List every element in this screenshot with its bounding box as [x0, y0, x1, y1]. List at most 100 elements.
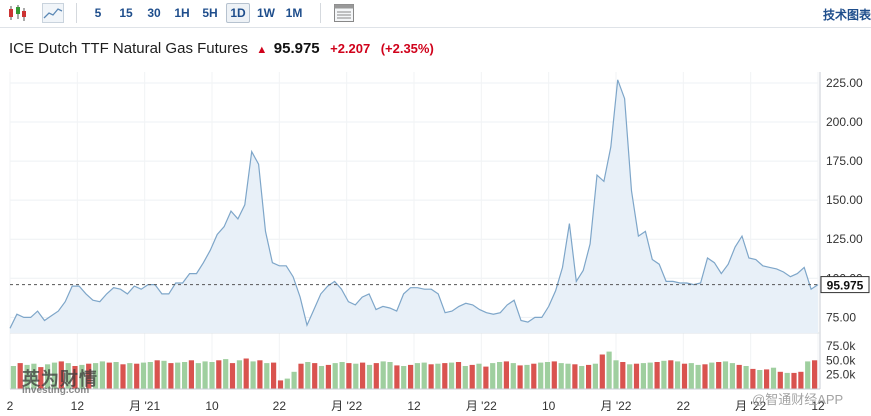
volume-bar — [229, 363, 236, 389]
x-tick-label: 月 '22 — [331, 399, 362, 413]
price-change: +2.207 — [330, 41, 371, 56]
volume-bar — [353, 363, 359, 389]
volume-bar — [791, 372, 797, 389]
volume-bar — [223, 359, 229, 389]
volume-bar — [462, 366, 468, 389]
volume-bar — [216, 360, 222, 390]
volume-bar — [24, 364, 30, 390]
volume-tick-label: 50.0k — [826, 353, 856, 367]
x-tick-label: 12 — [811, 399, 825, 413]
volume-bar — [770, 367, 777, 389]
volume-bar — [31, 363, 37, 389]
volume-bar — [147, 362, 153, 389]
volume-bar — [277, 380, 284, 389]
volume-bar — [161, 360, 167, 389]
volume-bar — [154, 360, 160, 390]
x-tick-label: 月 '22 — [601, 399, 632, 413]
current-price-tag — [820, 276, 870, 294]
volume-bar — [524, 364, 530, 390]
timeframe-1m[interactable]: 1M — [285, 6, 303, 20]
y-tick-label: 175.00 — [826, 154, 863, 168]
volume-bar — [544, 362, 551, 389]
volume-bar — [79, 364, 85, 390]
volume-bar — [627, 364, 633, 389]
timeframe-1w[interactable]: 1W — [257, 6, 275, 20]
volume-bar — [243, 358, 249, 389]
timeframe-5[interactable]: 5 — [94, 6, 102, 20]
volume-bar — [805, 361, 811, 389]
volume-tick-label: 25.0k — [826, 368, 856, 382]
timeframe-15[interactable]: 15 — [119, 6, 133, 20]
volume-bar — [414, 363, 420, 389]
layout-icon[interactable] — [333, 3, 355, 23]
volume-bar — [10, 366, 16, 389]
volume-bar — [209, 362, 215, 389]
volume-bar — [339, 362, 345, 389]
volume-bar — [729, 363, 735, 389]
volume-bar — [17, 363, 23, 389]
volume-bar — [332, 363, 338, 389]
volume-bar — [58, 361, 64, 389]
volume-bar — [360, 362, 366, 389]
volume-bar — [366, 364, 373, 390]
volume-bar — [551, 361, 557, 389]
volume-bar — [72, 366, 78, 389]
volume-bar — [394, 365, 400, 389]
volume-bar — [257, 360, 263, 390]
volume-bar — [387, 362, 393, 389]
volume-bar — [236, 360, 242, 390]
volume-bar — [298, 363, 304, 389]
volume-bar — [140, 362, 147, 389]
volume-bar — [86, 363, 92, 389]
volume-bar — [455, 362, 462, 389]
volume-bar — [675, 361, 681, 389]
volume-bar — [120, 364, 126, 389]
volume-bar — [346, 363, 352, 389]
volume-bar — [202, 361, 208, 389]
x-tick-label: 月 '22 — [735, 399, 766, 413]
volume-bar — [702, 364, 708, 389]
volume-bar — [736, 364, 742, 390]
timeframe-1h[interactable]: 1H — [174, 6, 190, 20]
candlestick-icon[interactable] — [5, 3, 27, 23]
timeframe-30[interactable]: 30 — [147, 6, 161, 20]
volume-bar — [722, 361, 729, 389]
volume-bar — [168, 363, 174, 389]
y-tick-label: 75.00 — [826, 310, 856, 324]
volume-bar — [113, 362, 119, 389]
volume-bar — [647, 362, 653, 389]
volume-bar — [558, 363, 564, 389]
volume-bar — [661, 360, 667, 389]
timeframe-5h[interactable]: 5H — [202, 6, 218, 20]
volume-bar — [284, 378, 290, 389]
price-area — [10, 79, 818, 333]
volume-bar — [503, 361, 509, 389]
price-chart[interactable]: 225.00200.00175.00150.00125.00100.0075.0… — [0, 68, 871, 416]
volume-bar — [182, 362, 188, 389]
volume-bar — [325, 364, 331, 390]
volume-bar — [93, 363, 99, 389]
timeframe-1d[interactable]: 1D — [226, 3, 250, 23]
x-tick-label: 月 '22 — [466, 399, 497, 413]
volume-bar — [633, 363, 640, 389]
volume-bar — [599, 354, 605, 389]
volume-bar — [291, 371, 297, 390]
price-change-percent: (+2.35%) — [380, 41, 434, 56]
volume-bar — [195, 363, 201, 389]
volume-bar — [709, 362, 715, 389]
toolbar-separator — [320, 3, 321, 23]
volume-bar — [497, 362, 503, 389]
volume-bar — [784, 372, 790, 389]
volume-bar — [750, 368, 756, 389]
volume-bar — [812, 360, 818, 390]
volume-bar — [510, 363, 516, 389]
watermark-logo: 英为财情 — [22, 369, 98, 389]
area-chart-icon[interactable] — [42, 3, 64, 23]
volume-bar — [45, 364, 51, 389]
volume-bar — [401, 366, 407, 389]
volume-bar — [134, 363, 140, 389]
technical-chart-link[interactable]: 技术图表 — [822, 8, 871, 22]
price-line — [9, 79, 819, 329]
volume-bar — [743, 366, 749, 389]
instrument-header: ICE Dutch TTF Natural Gas Futures ▲ 95.9… — [9, 40, 434, 60]
